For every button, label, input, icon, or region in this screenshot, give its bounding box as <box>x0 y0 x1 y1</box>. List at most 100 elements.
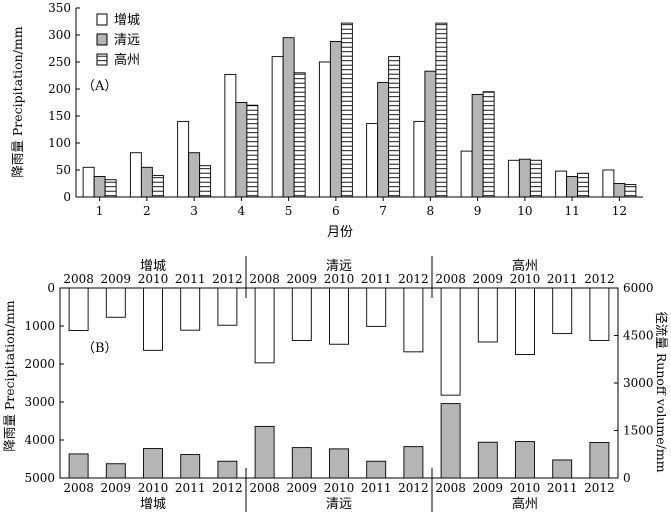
panel-b-left-tick-label-1000: 1000 <box>24 319 55 333</box>
bar-b-runoff-2-2012 <box>589 442 610 479</box>
panel-b-year-bottom-0-2009: 2009 <box>101 481 132 495</box>
legend-label-zengcheng: 增城 <box>114 13 140 28</box>
panel-b-year-bottom-0-2012: 2012 <box>212 481 243 495</box>
legend-swatch-gaozhou <box>96 53 108 66</box>
panel-b-year-bottom-1-2010: 2010 <box>324 481 355 495</box>
bar-b-precip-1-2009 <box>291 287 312 341</box>
panel-b-year-top-2-2012: 2012 <box>584 272 615 286</box>
bar-b-runoff-1-2008 <box>254 425 275 479</box>
bar-a-series0-month4 <box>224 73 237 198</box>
panel-a-y-tick-label-0: 0 <box>63 190 71 204</box>
bar-b-runoff-2-2011 <box>552 459 573 479</box>
bar-b-precip-1-2008 <box>254 287 275 364</box>
bar-b-precip-0-2011 <box>180 287 201 331</box>
bar-b-runoff-2-2008 <box>440 403 461 479</box>
bar-a-series2-month9 <box>482 91 495 198</box>
bar-b-precip-2-2009 <box>477 287 498 343</box>
bar-a-series2-month3 <box>199 165 212 198</box>
panel-b-year-bottom-2-2008: 2008 <box>435 481 466 495</box>
panel-a-x-tick-label-1: 1 <box>96 204 104 218</box>
bar-a-series2-month12 <box>624 184 637 198</box>
bar-a-series0-month1 <box>82 166 95 198</box>
panel-b-group-top-2: 高州 <box>512 258 538 274</box>
panel-a-x-ticks: 1 2 3 4 5 6 7 8 9 10 11 12 <box>96 197 627 218</box>
bar-a-series2-month6 <box>340 22 353 198</box>
panel-b-group-top-0: 增城 <box>140 259 166 274</box>
bar-a-series1-month11 <box>566 176 579 198</box>
panel-b-left-ticks: 0 1000 2000 3000 4000 5000 <box>24 281 64 485</box>
bar-b-runoff-1-2010 <box>329 448 349 479</box>
panel-a-x-tick-label-9: 9 <box>474 204 482 218</box>
panel-b-year-top-0-2010: 2010 <box>138 272 169 286</box>
panel-a-x-tick-label-7: 7 <box>379 204 387 218</box>
panel-a-legend: 增城 清远 高州 <box>96 13 140 68</box>
panel-b-year-top-1-2008: 2008 <box>249 272 280 286</box>
panel-b-year-top-2-2011: 2011 <box>547 272 578 286</box>
bar-a-series0-month9 <box>460 150 473 198</box>
panel-b-year-bottom-1-2008: 2008 <box>249 481 280 495</box>
panel-b-right-tick-label-4500: 4500 <box>623 329 654 343</box>
bar-a-series0-month3 <box>177 120 190 198</box>
panel-b-left-tick-label-2000: 2000 <box>24 357 55 371</box>
panel-b-right-tick-label-1500: 1500 <box>623 424 654 438</box>
panel-a-y-axis-label: 降雨量 Precipitation/mm <box>10 26 25 177</box>
panel-b-year-top-2-2008: 2008 <box>435 272 466 286</box>
panel-b-left-tick-label-0: 0 <box>47 281 55 295</box>
panel-a-x-tick-label-11: 11 <box>564 204 579 218</box>
bar-a-series1-month7 <box>377 82 390 198</box>
panel-a-x-tick-label-4: 4 <box>238 204 246 218</box>
panel-b-year-top-1-2012: 2012 <box>398 272 429 286</box>
bar-a-series1-month5 <box>282 37 295 198</box>
panel-b-left-tick-label-3000: 3000 <box>24 395 55 409</box>
bar-a-series2-month2 <box>151 174 164 198</box>
panel-b-year-top-1-2011: 2011 <box>361 272 392 286</box>
bar-b-precip-0-2012 <box>217 287 238 326</box>
panel-a-y-tick-label-300: 300 <box>48 28 71 42</box>
panel-b-right-tick-label-0: 0 <box>623 471 631 485</box>
legend-swatch-zengcheng <box>96 13 108 26</box>
panel-b-year-top-0-2012: 2012 <box>212 272 243 286</box>
panel-b-panel-label: （B） <box>82 341 118 356</box>
bar-a-series0-month12 <box>602 169 615 198</box>
bar-b-precip-1-2012 <box>403 287 424 353</box>
panel-b-year-bottom-2-2009: 2009 <box>473 481 504 495</box>
bar-b-precip-2-2012 <box>589 287 610 341</box>
panel-b-year-top-2-2010: 2010 <box>510 272 541 286</box>
bar-b-runoff-1-2012 <box>403 446 424 479</box>
panel-b-year-bottom-2-2010: 2010 <box>510 481 541 495</box>
panel-b-group-bottom-0: 增城 <box>140 497 166 512</box>
bar-a-series1-month1 <box>93 176 106 198</box>
panel-a-x-tick-label-2: 2 <box>143 204 151 218</box>
panel-b-group-dividers <box>245 256 433 512</box>
panel-a-y-tick-label-50: 50 <box>56 163 71 177</box>
bar-b-runoff-1-2009 <box>291 447 312 479</box>
bar-a-series2-month7 <box>388 56 401 198</box>
bar-a-series1-month2 <box>140 166 153 198</box>
panel-a-x-axis-label: 月份 <box>327 225 353 240</box>
panel-b-year-top-0-2011: 2011 <box>175 272 206 286</box>
panel-b-right-tick-label-6000: 6000 <box>623 281 654 295</box>
bar-b-runoff-0-2011 <box>180 454 201 479</box>
panel-b-year-bottom-1-2011: 2011 <box>361 481 392 495</box>
panel-b-year-top-2-2009: 2009 <box>473 272 504 286</box>
panel-b-right-tick-label-3000: 3000 <box>623 376 654 390</box>
bar-a-series2-month5 <box>293 72 306 198</box>
bar-a-series2-month11 <box>577 172 590 198</box>
panel-b-year-top-0-2009: 2009 <box>101 272 132 286</box>
bar-a-series1-month4 <box>235 102 248 198</box>
panel-b-year-labels: 2008 2008 2009 2009 2010 2010 2011 2011 2012 2012… <box>63 272 614 495</box>
panel-b-group-bottom-2: 高州 <box>512 496 538 512</box>
panel-b-year-bottom-0-2011: 2011 <box>175 481 206 495</box>
bar-b-runoff-2-2010 <box>515 441 535 479</box>
bar-a-series1-month8 <box>424 70 437 198</box>
bar-b-runoff-0-2009 <box>105 463 126 479</box>
panel-a-y-tick-label-200: 200 <box>48 82 71 96</box>
legend-swatch-qingyuan <box>96 33 108 46</box>
bar-a-series1-month12 <box>613 183 626 198</box>
panel-a-y-tick-label-100: 100 <box>48 136 71 150</box>
bar-b-runoff-1-2011 <box>366 460 387 479</box>
panel-b-year-bottom-1-2009: 2009 <box>287 481 318 495</box>
bar-b-runoff-2-2009 <box>477 441 498 479</box>
